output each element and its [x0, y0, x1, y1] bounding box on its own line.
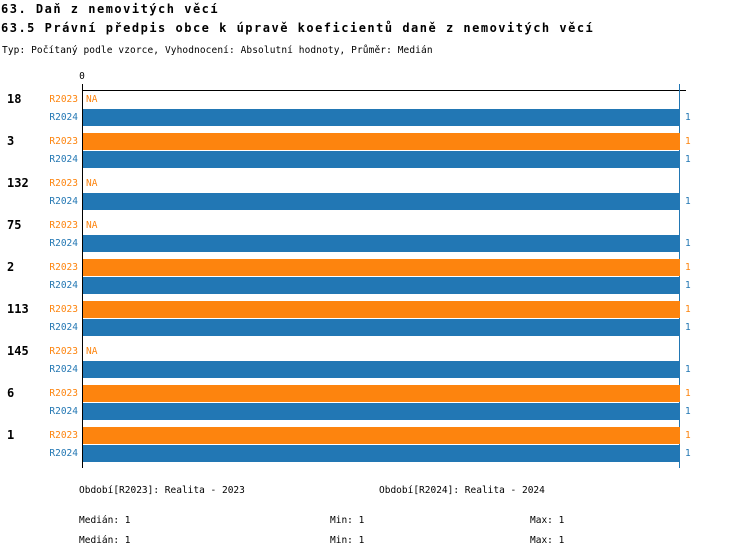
page-title: 63. Daň z nemovitých věcí — [1, 2, 220, 16]
na-value-label: NA — [86, 94, 98, 105]
value-label-r2023: 1 — [685, 136, 691, 147]
series-label-r2024: R2024 — [49, 448, 78, 459]
series-label-r2024: R2024 — [49, 154, 78, 165]
series-label-r2024: R2024 — [49, 322, 78, 333]
series-label-r2023: R2023 — [49, 430, 78, 441]
bar-r2024 — [83, 319, 680, 336]
bar-r2024 — [83, 151, 680, 168]
category-label: 132 — [7, 176, 29, 190]
stat-r2023-max: Max: 1 — [530, 515, 565, 526]
na-value-label: NA — [86, 346, 98, 357]
bar-r2023 — [83, 133, 680, 150]
reference-line — [679, 84, 680, 468]
value-label-r2023: 1 — [685, 388, 691, 399]
category-label: 3 — [7, 134, 15, 148]
category-label: 75 — [7, 218, 22, 232]
bar-r2023 — [83, 385, 680, 402]
value-label-r2024: 1 — [685, 322, 691, 333]
value-label-r2024: 1 — [685, 154, 691, 165]
bar-r2023 — [83, 301, 680, 318]
value-label-r2024: 1 — [685, 406, 691, 417]
category-label: 6 — [7, 386, 15, 400]
na-value-label: NA — [86, 178, 98, 189]
series-label-r2023: R2023 — [49, 220, 78, 231]
category-label: 113 — [7, 302, 29, 316]
series-label-r2023: R2023 — [49, 304, 78, 315]
value-label-r2024: 1 — [685, 196, 691, 207]
value-label-r2024: 1 — [685, 238, 691, 249]
na-value-label: NA — [86, 220, 98, 231]
bar-r2024 — [83, 235, 680, 252]
series-label-r2024: R2024 — [49, 364, 78, 375]
series-label-r2023: R2023 — [49, 94, 78, 105]
series-label-r2024: R2024 — [49, 238, 78, 249]
x-axis-line — [82, 90, 686, 91]
bar-r2024 — [83, 193, 680, 210]
zero-axis-line — [82, 84, 83, 468]
series-label-r2023: R2023 — [49, 178, 78, 189]
legend-title-r2023: Období[R2023]: Realita - 2023 — [79, 485, 245, 496]
value-label-r2024: 1 — [685, 280, 691, 291]
series-label-r2024: R2024 — [49, 280, 78, 291]
value-label-r2024: 1 — [685, 364, 691, 375]
bar-r2024 — [83, 277, 680, 294]
bar-r2024 — [83, 109, 680, 126]
stat-r2024-max: Max: 1 — [530, 535, 565, 546]
series-label-r2023: R2023 — [49, 262, 78, 273]
bar-r2024 — [83, 403, 680, 420]
bar-r2024 — [83, 361, 680, 378]
stat-r2023-min: Min: 1 — [330, 515, 365, 526]
page-subtitle: 63.5 Právní předpis obce k úpravě koefic… — [1, 21, 595, 35]
bar-r2023 — [83, 427, 680, 444]
series-label-r2024: R2024 — [49, 406, 78, 417]
bar-r2024 — [83, 445, 680, 462]
stat-r2024-median: Medián: 1 — [79, 535, 131, 546]
category-label: 2 — [7, 260, 15, 274]
chart-meta-info: Typ: Počítaný podle vzorce, Vyhodnocení:… — [2, 45, 433, 56]
value-label-r2023: 1 — [685, 430, 691, 441]
x-axis-tick-label-0: 0 — [79, 71, 85, 82]
value-label-r2023: 1 — [685, 262, 691, 273]
series-label-r2023: R2023 — [49, 136, 78, 147]
series-label-r2023: R2023 — [49, 388, 78, 399]
series-label-r2023: R2023 — [49, 346, 78, 357]
series-label-r2024: R2024 — [49, 196, 78, 207]
legend-title-r2024: Období[R2024]: Realita - 2024 — [379, 485, 545, 496]
category-label: 18 — [7, 92, 22, 106]
stat-r2023-median: Medián: 1 — [79, 515, 131, 526]
category-label: 1 — [7, 428, 15, 442]
stat-r2024-min: Min: 1 — [330, 535, 365, 546]
bar-r2023 — [83, 259, 680, 276]
series-label-r2024: R2024 — [49, 112, 78, 123]
bar-chart: 0 18 R2023 NA R2024 1 3 R2023 1 R2024 1 132 R2023 NA… — [7, 71, 691, 468]
value-label-r2024: 1 — [685, 112, 691, 123]
value-label-r2023: 1 — [685, 304, 691, 315]
category-label: 145 — [7, 344, 29, 358]
value-label-r2024: 1 — [685, 448, 691, 459]
